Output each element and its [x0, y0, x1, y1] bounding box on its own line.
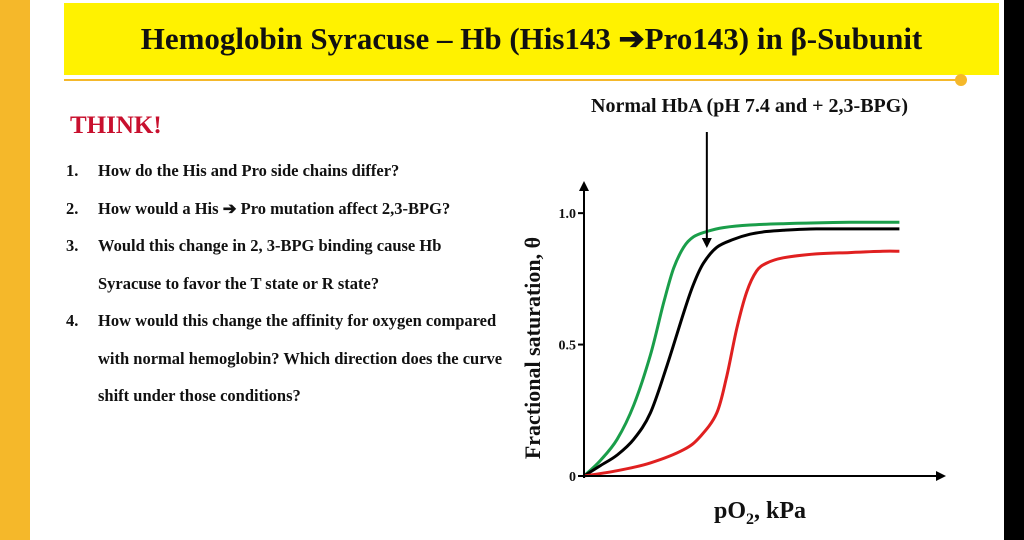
right-edge-strip [1004, 0, 1024, 540]
question-text: Would this change in 2, 3-BPG binding ca… [98, 236, 442, 293]
saturation-curve-1 [582, 220, 900, 478]
question-number: 1. [66, 161, 79, 180]
x-axis-label: pO2, kPa [714, 498, 806, 528]
question-text: How do the His and Pro side chains diffe… [98, 161, 400, 180]
curves-layer [582, 220, 900, 478]
question-item: 4. How would this change the affinity fo… [66, 302, 506, 415]
question-text: How would this change the affinity for o… [98, 311, 503, 405]
title-underline [64, 79, 961, 81]
question-text: How would a His ➔ Pro mutation affect 2,… [98, 198, 451, 218]
question-number: 4. [66, 311, 79, 330]
y-tick-label: 0.5 [559, 339, 577, 354]
y-axis-label: Fractional saturation, θ [520, 237, 545, 459]
question-item: 3. Would this change in 2, 3-BPG binding… [66, 227, 506, 302]
curve-annotation-label: Normal HbA (pH 7.4 and + 2,3-BPG) [591, 95, 908, 117]
saturation-curve-2 [583, 227, 900, 478]
saturation-curve-3 [583, 249, 900, 478]
think-heading: THINK! [70, 112, 162, 139]
title-underline-dot [955, 74, 967, 86]
question-item: 2. How would a His ➔ Pro mutation affect… [66, 190, 506, 228]
ticks-layer: 0 0.5 1.0 [559, 207, 584, 485]
y-tick-label: 1.0 [559, 207, 577, 222]
question-number: 2. [66, 198, 79, 218]
question-item: 1. How do the His and Pro side chains di… [66, 152, 506, 190]
slide-title: Hemoglobin Syracuse – Hb (His143 ➔Pro143… [64, 3, 999, 75]
question-list: 1. How do the His and Pro side chains di… [66, 152, 506, 415]
question-number: 3. [66, 236, 79, 255]
left-accent-bar [0, 0, 30, 540]
oxygen-binding-chart: 0 0.5 1.0 Fractional saturation, θ pO2, kP… [520, 132, 946, 528]
y-tick-label: 0 [569, 470, 576, 485]
